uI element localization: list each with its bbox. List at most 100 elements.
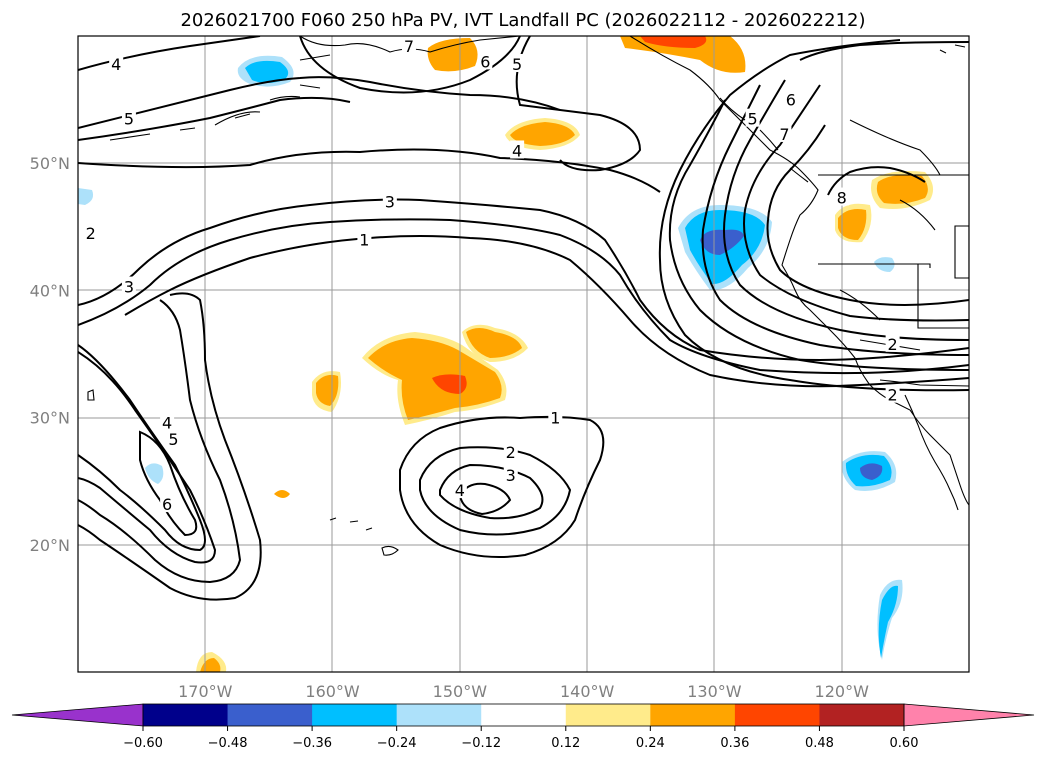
contour-label-bg — [503, 464, 518, 483]
colorbar-segment — [650, 704, 736, 726]
colorbar-tick-label: 0.48 — [805, 736, 834, 751]
contour-label: 6 — [162, 495, 172, 514]
contour-label: 7 — [404, 37, 414, 56]
lon-tick-label: 150°W — [433, 682, 488, 701]
contour-label: 3 — [124, 278, 134, 297]
contour-label: 5 — [168, 430, 178, 449]
colorbar-extend-low — [11, 703, 144, 727]
contour-label-bg — [510, 53, 525, 72]
contour-label-bg — [83, 223, 98, 242]
contour-label-bg — [109, 53, 124, 72]
pv-contours — [78, 36, 969, 601]
contour-label-bg — [777, 123, 792, 142]
contour-label-bg — [834, 187, 849, 206]
colorbar-tick-label: −0.60 — [123, 736, 163, 751]
contour-label: 4 — [512, 141, 522, 160]
shaded-area — [700, 229, 744, 255]
shaded-area — [510, 122, 575, 146]
colorbar-tick-label: −0.12 — [461, 736, 501, 751]
lon-tick-label: 120°W — [815, 682, 870, 701]
colorbar-tick-label: 0.12 — [551, 736, 580, 751]
colorbar — [11, 703, 1035, 727]
contour-label: 2 — [888, 335, 898, 354]
contour-label: 4 — [111, 55, 121, 74]
shaded-area — [427, 38, 478, 72]
shaded-area — [640, 36, 707, 48]
colorbar-segment — [312, 704, 398, 726]
colorbar-segment — [819, 704, 905, 726]
lat-tick-label: 30°N — [30, 409, 70, 428]
contour-label: 2 — [86, 224, 96, 243]
colorbar-tick-label: 0.36 — [720, 736, 749, 751]
lon-tick-labels: 170°W 160°W 150°W 140°W 130°W 120°W — [178, 682, 869, 701]
colorbar-segment — [396, 704, 482, 726]
contour-label-bg — [452, 480, 467, 499]
shaded-area — [78, 188, 94, 205]
contour-label-bg — [401, 36, 416, 55]
contour-label: 2 — [506, 443, 516, 462]
contour-label-bg — [121, 276, 136, 295]
contour-label-bg — [783, 89, 798, 108]
contour-label: 1 — [359, 231, 369, 250]
contour-label-bg — [357, 229, 372, 248]
contour-label: 8 — [837, 189, 847, 208]
contour-label-bg — [160, 494, 175, 513]
contour-label: 4 — [162, 414, 172, 433]
contour-label-bg — [885, 384, 900, 403]
shaded-area — [274, 490, 290, 498]
contour-label: 6 — [786, 91, 796, 110]
lon-tick-label: 140°W — [560, 682, 615, 701]
colorbar-tick-label: 0.60 — [890, 736, 919, 751]
contour-label: 4 — [455, 481, 465, 500]
colorbar-tick-label: −0.48 — [208, 736, 248, 751]
contour-label: 2 — [888, 386, 898, 405]
shaded-area — [432, 374, 467, 394]
contour-label-bg — [121, 108, 136, 127]
shaded-area — [145, 463, 164, 484]
contour-label: 3 — [506, 466, 516, 485]
contour-label-bg — [160, 412, 175, 431]
contour-label-bg — [478, 51, 493, 70]
contour-label-bg — [166, 429, 181, 448]
contour-label: 6 — [480, 52, 490, 71]
colorbar-segment — [227, 704, 313, 726]
shaded-area — [878, 585, 898, 658]
colorbar-tick-labels: −0.60 −0.48 −0.36 −0.24 −0.12 0.12 0.24 0.36 0.4… — [123, 726, 918, 751]
contour-label: 5 — [124, 110, 134, 129]
colorbar-extend-high — [903, 703, 1035, 727]
colorbar-segment — [734, 704, 820, 726]
colorbar-segment — [143, 704, 229, 726]
colorbar-tick-label: −0.36 — [292, 736, 332, 751]
contour-label: 3 — [385, 192, 395, 211]
shaded-area — [860, 463, 883, 480]
map-frame — [77, 35, 970, 673]
lon-tick-label: 160°W — [305, 682, 360, 701]
shaded-area — [316, 374, 339, 406]
lat-tick-label: 40°N — [30, 281, 70, 300]
contour-label-bg — [885, 333, 900, 352]
contour-label-bg — [745, 108, 760, 127]
shaded-area — [876, 174, 928, 204]
contour-label-bg — [510, 140, 525, 159]
lat-tick-labels: 50°N 40°N 30°N 20°N — [30, 154, 70, 555]
colorbar-frame — [142, 703, 905, 727]
contour-label: 5 — [748, 110, 758, 129]
contour-label-bg — [503, 441, 518, 460]
contour-label: 5 — [512, 55, 522, 74]
lat-tick-label: 20°N — [30, 536, 70, 555]
chart-title: 2026021700 F060 250 hPa PV, IVT Landfall… — [180, 10, 865, 31]
lat-tick-label: 50°N — [30, 154, 70, 173]
colorbar-segment — [565, 704, 651, 726]
colorbar-segment — [481, 704, 567, 726]
shaded-area — [838, 209, 867, 240]
contour-label-bg — [382, 191, 397, 210]
contour-label-bg — [548, 407, 563, 426]
shaded-area — [466, 328, 522, 358]
lon-tick-label: 130°W — [687, 682, 742, 701]
colorbar-tick-label: −0.24 — [377, 736, 417, 751]
colorbar-tick-label: 0.24 — [636, 736, 665, 751]
lon-tick-label: 170°W — [178, 682, 233, 701]
